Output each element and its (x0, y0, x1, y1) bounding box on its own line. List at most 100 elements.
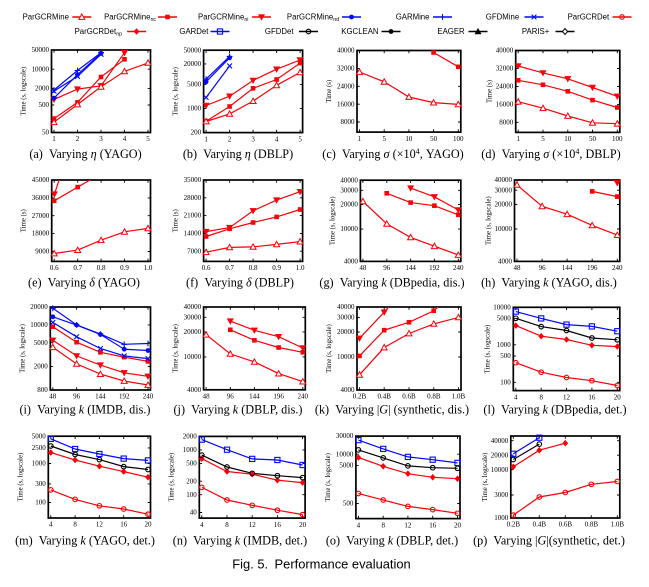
svg-text:500: 500 (186, 460, 197, 468)
svg-text:8: 8 (539, 393, 543, 401)
svg-text:50000: 50000 (32, 46, 50, 54)
svg-text:5: 5 (146, 135, 150, 143)
svg-text:4000: 4000 (341, 386, 356, 394)
svg-text:16000: 16000 (337, 100, 355, 108)
svg-text:0.6: 0.6 (50, 264, 59, 272)
svg-text:(o) Varying k (DBLP, det.): (o) Varying k (DBLP, det.) (326, 534, 458, 548)
svg-text:30000: 30000 (336, 432, 354, 440)
svg-text:Time (s): Time (s) (21, 209, 28, 232)
svg-text:0.2B: 0.2B (507, 521, 521, 529)
svg-text:24000: 24000 (337, 82, 355, 90)
svg-text:48: 48 (514, 264, 522, 272)
svg-text:36000: 36000 (32, 194, 50, 202)
svg-text:48: 48 (359, 264, 367, 272)
svg-text:16: 16 (274, 521, 282, 529)
svg-text:20: 20 (454, 521, 462, 529)
svg-text:5000: 5000 (34, 339, 49, 347)
svg-text:100: 100 (612, 135, 623, 143)
svg-text:100: 100 (500, 378, 511, 386)
svg-text:2: 2 (76, 135, 80, 143)
svg-text:(k) Varying |G| (synthetic, di: (k) Varying |G| (synthetic, dis.) (315, 403, 469, 417)
svg-text:1.0B: 1.0B (452, 393, 466, 401)
svg-text:10000: 10000 (493, 303, 511, 311)
svg-text:0.6: 0.6 (202, 264, 211, 272)
svg-text:196: 196 (273, 393, 284, 401)
svg-text:ParGCRMinend: ParGCRMinend (287, 13, 339, 24)
svg-text:5000: 5000 (187, 81, 202, 89)
svg-text:Time (s, logscale): Time (s, logscale) (17, 453, 24, 502)
svg-text:30000: 30000 (184, 313, 202, 321)
svg-text:1000: 1000 (32, 460, 47, 468)
svg-text:5000: 5000 (339, 462, 354, 470)
svg-text:5: 5 (541, 135, 545, 143)
svg-text:1: 1 (52, 135, 56, 143)
svg-text:48: 48 (203, 393, 211, 401)
svg-text:0.8B: 0.8B (585, 521, 599, 529)
svg-text:240: 240 (143, 393, 154, 401)
svg-text:2000: 2000 (34, 363, 49, 371)
svg-text:Time (s, logscale): Time (s, logscale) (326, 324, 333, 373)
svg-text:10000: 10000 (184, 353, 202, 361)
svg-text:(g) Varying k (DBpedia, dis.): (g) Varying k (DBpedia, dis.) (319, 276, 464, 290)
svg-text:8: 8 (225, 521, 229, 529)
svg-text:1000: 1000 (187, 105, 202, 113)
svg-text:96: 96 (539, 264, 547, 272)
svg-text:192: 192 (119, 393, 130, 401)
svg-text:20000: 20000 (337, 328, 355, 336)
svg-text:96: 96 (73, 393, 81, 401)
svg-text:4: 4 (514, 393, 518, 401)
svg-text:144: 144 (562, 264, 573, 272)
svg-text:(n) Varying k (IMDB, det.): (n) Varying k (IMDB, det.) (173, 534, 307, 548)
svg-text:5: 5 (382, 135, 386, 143)
svg-text:21000: 21000 (184, 212, 202, 220)
svg-text:16: 16 (429, 521, 437, 529)
svg-text:300: 300 (35, 480, 46, 488)
svg-text:50: 50 (42, 129, 50, 137)
svg-text:0.9: 0.9 (120, 264, 129, 272)
svg-text:32000: 32000 (337, 65, 355, 73)
svg-text:4: 4 (200, 521, 204, 529)
svg-text:EAGER: EAGER (437, 27, 465, 36)
svg-text:(l) Varying k (DBpedia, det.): (l) Varying k (DBpedia, det.) (483, 403, 626, 417)
svg-text:8000: 8000 (499, 118, 514, 126)
svg-text:0.8: 0.8 (97, 264, 106, 272)
svg-text:30000: 30000 (337, 314, 355, 322)
svg-text:20000: 20000 (30, 303, 48, 311)
svg-text:1: 1 (358, 135, 362, 143)
svg-text:1.0B: 1.0B (611, 521, 625, 529)
svg-text:(p) Varying |G|(synthetic, det: (p) Varying |G|(synthetic, det.) (473, 534, 625, 548)
svg-text:100: 100 (186, 491, 197, 499)
svg-text:20: 20 (145, 521, 153, 529)
svg-text:500: 500 (343, 500, 354, 508)
svg-text:GARMine: GARMine (396, 13, 430, 22)
svg-text:2: 2 (228, 135, 232, 143)
svg-text:Time (s, logscale): Time (s, logscale) (325, 453, 332, 502)
svg-text:40000: 40000 (491, 437, 509, 445)
svg-text:0.4B: 0.4B (377, 393, 391, 401)
svg-text:30000: 30000 (495, 186, 513, 194)
svg-text:18000: 18000 (32, 230, 50, 238)
svg-text:4: 4 (357, 521, 361, 529)
svg-text:5: 5 (298, 135, 302, 143)
svg-text:Time (s, logscale): Time (s, logscale) (21, 67, 28, 116)
svg-text:35000: 35000 (184, 176, 202, 184)
svg-text:Time (s, logscale): Time (s, logscale) (482, 453, 489, 502)
svg-text:Time (s, logscale): Time (s, logscale) (168, 453, 175, 502)
svg-text:20000: 20000 (491, 451, 509, 459)
svg-text:0.8: 0.8 (249, 264, 258, 272)
svg-text:1000: 1000 (183, 446, 198, 454)
svg-text:40000: 40000 (337, 303, 355, 311)
svg-text:(i) Varying k (IMDB, dis.): (i) Varying k (IMDB, dis.) (19, 403, 150, 417)
svg-text:40000: 40000 (495, 176, 513, 184)
svg-text:20: 20 (299, 521, 307, 529)
svg-text:8: 8 (73, 521, 77, 529)
svg-text:192: 192 (429, 264, 440, 272)
svg-text:144: 144 (95, 393, 106, 401)
svg-text:ParGCRMine: ParGCRMine (23, 13, 69, 22)
svg-text:2000: 2000 (35, 85, 50, 93)
svg-text:Time (s, logscale): Time (s, logscale) (19, 324, 26, 373)
svg-text:50: 50 (589, 135, 597, 143)
svg-text:40000: 40000 (340, 176, 358, 184)
svg-text:96: 96 (383, 264, 391, 272)
svg-text:200: 200 (186, 477, 197, 485)
